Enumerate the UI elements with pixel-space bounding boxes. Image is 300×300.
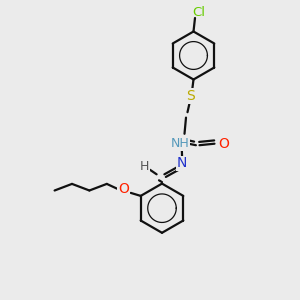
Text: O: O <box>218 137 229 151</box>
Text: Cl: Cl <box>192 5 205 19</box>
Text: NH: NH <box>171 137 189 150</box>
Text: H: H <box>140 160 149 173</box>
Text: S: S <box>186 89 195 103</box>
Text: N: N <box>176 156 187 170</box>
Text: O: O <box>118 182 129 196</box>
